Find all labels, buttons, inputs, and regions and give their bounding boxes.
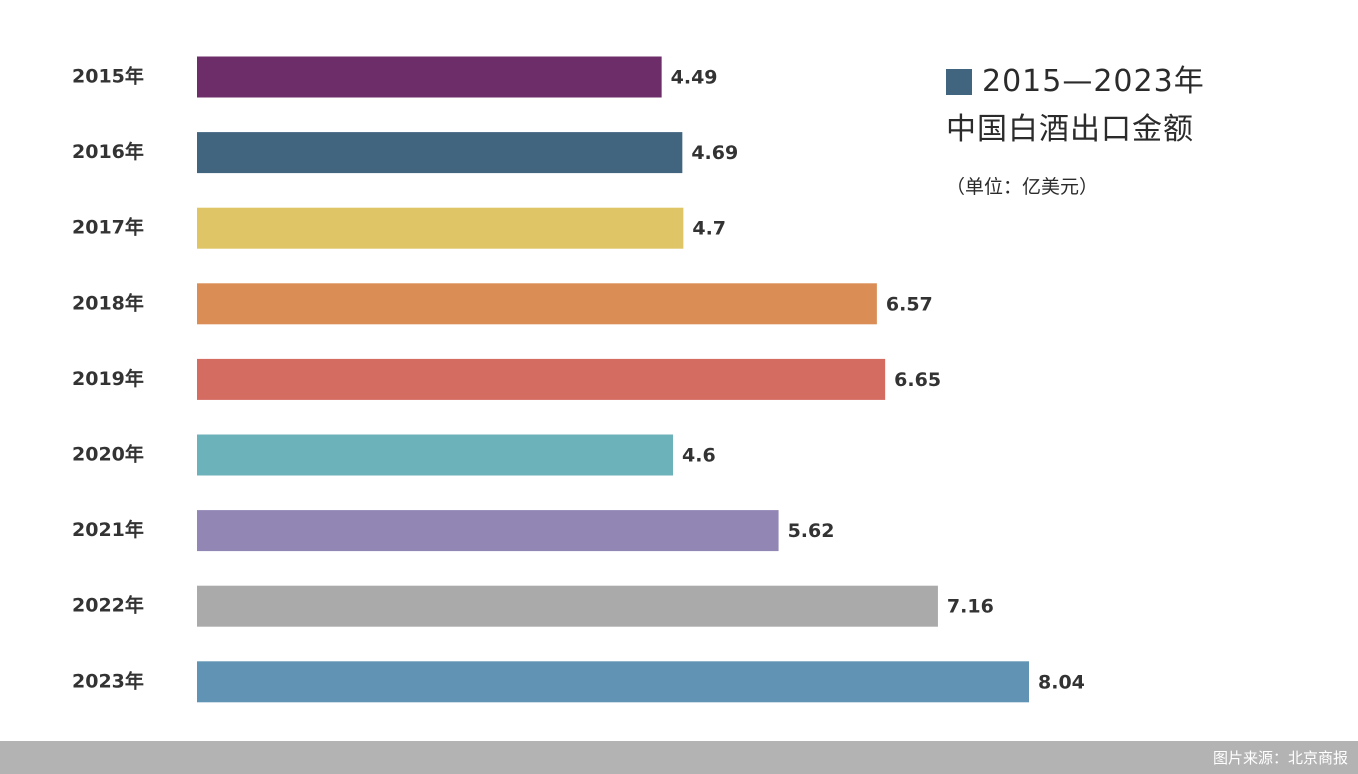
bar [197,510,779,552]
bar [197,661,1029,703]
value-label: 6.65 [894,369,941,391]
bar-chart: 2015年 4.49 2016年 4.69 2017年 4.7 2018年 6.57 2019年… [72,56,1085,703]
bar [197,132,683,174]
bar [197,56,662,98]
category-label: 2019年 [72,367,144,390]
chart-legend: 2015—2023年 中国白酒出口金额 （单位：亿美元） [946,62,1205,199]
category-label: 2023年 [72,669,144,692]
value-label: 4.6 [682,445,716,467]
value-label: 8.04 [1038,671,1085,693]
legend-row: 2015—2023年 [946,62,1205,102]
value-label: 7.16 [947,596,994,618]
bar [197,207,684,249]
chart-title-line2: 中国白酒出口金额 [946,112,1194,147]
bar [197,585,938,627]
image-source-credit: 图片来源：北京商报 [1212,749,1348,767]
value-label: 6.57 [886,293,933,315]
chart-unit: （单位：亿美元） [946,176,1099,198]
bar [197,283,877,325]
value-label: 5.62 [788,520,835,542]
footer-bar: 图片来源：北京商报 [0,741,1358,774]
value-label: 4.69 [691,142,738,164]
category-label: 2021年 [72,518,144,541]
bar [197,434,674,476]
value-label: 4.49 [671,67,718,89]
chart-title-line1: 2015—2023年 [982,64,1205,99]
legend-swatch [946,69,972,95]
category-label: 2017年 [72,216,144,239]
category-label: 2020年 [72,443,144,466]
value-label: 4.7 [692,218,726,240]
bar [197,358,886,400]
category-label: 2022年 [72,594,144,617]
category-label: 2016年 [72,140,144,163]
category-label: 2015年 [72,65,144,88]
category-label: 2018年 [72,291,144,314]
bars-layer: 2015年 4.49 2016年 4.69 2017年 4.7 2018年 6.57 2019年… [72,56,1085,703]
